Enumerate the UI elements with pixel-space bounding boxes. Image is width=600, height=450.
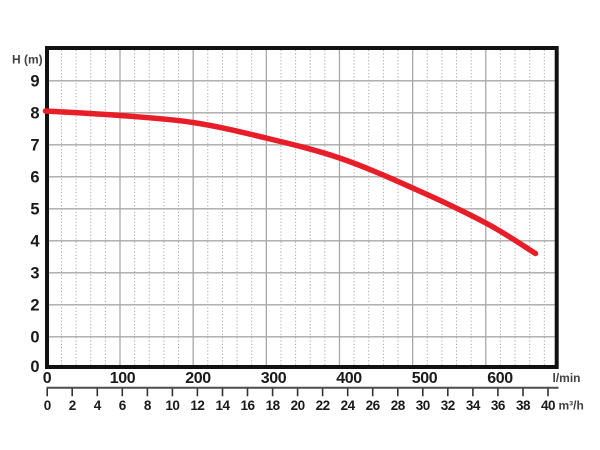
svg-text:28: 28 [391, 398, 406, 413]
svg-text:22: 22 [316, 398, 330, 413]
svg-text:400: 400 [336, 370, 362, 387]
svg-text:24: 24 [341, 398, 356, 413]
svg-text:0: 0 [30, 329, 39, 347]
svg-text:4: 4 [94, 398, 102, 413]
svg-text:34: 34 [466, 398, 481, 413]
svg-text:0: 0 [43, 370, 52, 387]
svg-text:20: 20 [291, 398, 305, 413]
svg-text:40: 40 [541, 398, 555, 413]
svg-text:200: 200 [185, 370, 211, 387]
svg-text:500: 500 [412, 370, 438, 387]
svg-text:8: 8 [144, 398, 152, 413]
svg-text:14: 14 [215, 398, 230, 413]
svg-text:30: 30 [416, 398, 430, 413]
svg-text:5: 5 [30, 201, 39, 219]
svg-text:4: 4 [30, 233, 40, 251]
svg-text:10: 10 [165, 398, 179, 413]
svg-text:0: 0 [30, 358, 39, 376]
svg-text:300: 300 [261, 370, 287, 387]
svg-text:36: 36 [491, 398, 506, 413]
svg-text:26: 26 [366, 398, 381, 413]
svg-text:9: 9 [30, 73, 39, 91]
svg-text:0: 0 [44, 398, 51, 413]
svg-text:16: 16 [240, 398, 255, 413]
svg-text:18: 18 [266, 398, 281, 413]
svg-text:m³/h: m³/h [559, 399, 584, 413]
svg-text:6: 6 [30, 169, 39, 187]
svg-text:l/min: l/min [553, 371, 581, 385]
svg-text:2: 2 [69, 398, 76, 413]
svg-text:100: 100 [110, 370, 136, 387]
svg-text:H (m): H (m) [12, 53, 43, 67]
svg-text:600: 600 [487, 370, 513, 387]
svg-text:8: 8 [30, 105, 39, 123]
svg-text:3: 3 [30, 265, 39, 283]
svg-text:7: 7 [30, 137, 39, 155]
svg-text:6: 6 [119, 398, 127, 413]
svg-text:38: 38 [516, 398, 531, 413]
svg-text:12: 12 [190, 398, 204, 413]
svg-text:32: 32 [441, 398, 455, 413]
svg-text:2: 2 [30, 297, 39, 315]
